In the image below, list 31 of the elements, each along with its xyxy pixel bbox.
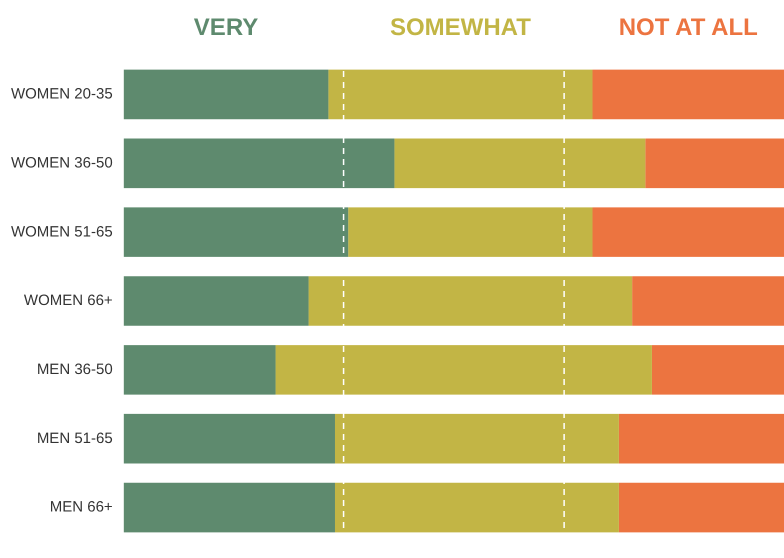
bar <box>124 482 335 532</box>
bar <box>632 276 784 326</box>
bar <box>334 414 619 464</box>
series-label: SOMEWHAT <box>390 14 531 42</box>
bar <box>276 345 652 395</box>
bar <box>592 207 784 257</box>
y-tick-label: WOMEN 20-35 <box>10 86 113 103</box>
series-label: VERY <box>194 14 258 42</box>
bar <box>308 276 632 326</box>
bar <box>592 70 784 120</box>
y-tick-label: WOMEN 51-65 <box>10 223 113 240</box>
y-tick-label: MEN 66+ <box>50 498 113 516</box>
y-tick-label: MEN 36-50 <box>36 361 113 378</box>
bar <box>124 70 328 120</box>
bar <box>394 138 646 188</box>
bar <box>618 482 784 532</box>
bar <box>124 345 276 395</box>
bar <box>124 138 394 188</box>
bar <box>618 414 784 464</box>
bar <box>124 276 309 326</box>
y-tick-label: MEN 51-65 <box>36 430 113 447</box>
bar <box>124 414 335 464</box>
bar <box>652 345 784 395</box>
series-label: NOT AT ALL <box>618 14 758 42</box>
bar <box>645 138 784 188</box>
bar <box>124 207 348 257</box>
bar <box>348 207 593 257</box>
y-tick-label: WOMEN 36-50 <box>10 154 113 172</box>
bar <box>328 70 593 120</box>
y-tick-label: WOMEN 66+ <box>24 292 113 310</box>
bar <box>334 482 619 532</box>
